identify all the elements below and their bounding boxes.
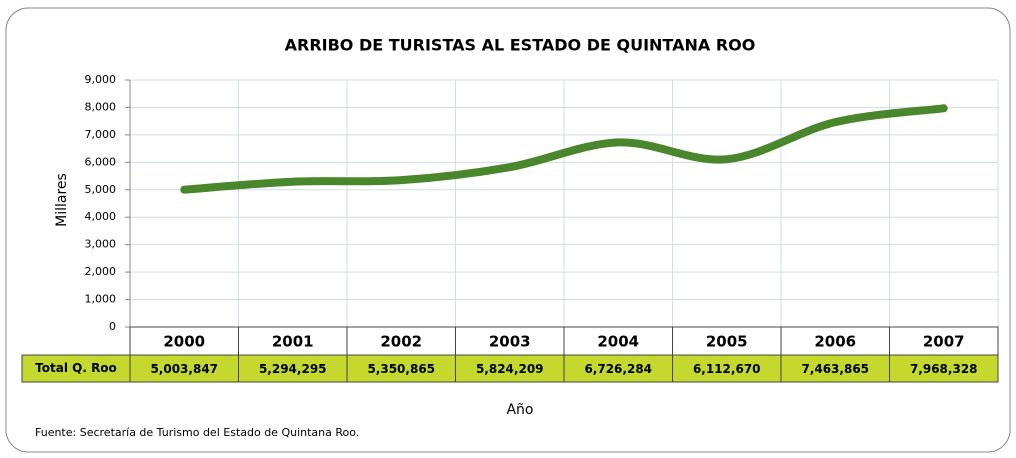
x-tick-label: 2006	[814, 333, 856, 351]
x-tick-label: 2002	[380, 333, 422, 351]
value-cell	[780, 354, 890, 383]
x-tick-label: 2005	[706, 333, 748, 351]
value-cell	[563, 354, 673, 383]
value-label: 6,112,670	[693, 362, 761, 376]
value-cell	[238, 354, 348, 383]
value-cell	[346, 354, 456, 383]
x-tick-label: 2001	[272, 333, 314, 351]
value-label: 5,294,295	[259, 362, 327, 376]
value-cell	[672, 354, 782, 383]
value-cell	[455, 354, 565, 383]
x-axis-label: Año	[506, 402, 533, 418]
y-tick-label: 6,000	[85, 155, 117, 168]
value-label: 7,463,865	[801, 362, 869, 376]
header-cell	[455, 326, 565, 356]
value-cell	[129, 354, 239, 383]
header-cell	[563, 326, 673, 356]
row-label: Total Q. Roo	[35, 361, 117, 375]
value-label: 5,003,847	[150, 362, 218, 376]
y-tick-label: 0	[109, 320, 116, 333]
header-cell	[672, 326, 782, 356]
x-tick-label: 2007	[923, 333, 965, 351]
x-tick-label: 2000	[163, 333, 205, 351]
y-tick-label: 9,000	[85, 73, 117, 86]
y-tick-label: 1,000	[85, 293, 117, 306]
x-tick-label: 2003	[489, 333, 531, 351]
chart-title: ARRIBO DE TURISTAS AL ESTADO DE QUINTANA…	[285, 36, 756, 55]
y-tick-label: 3,000	[85, 238, 117, 251]
header-cell	[346, 326, 456, 356]
y-tick-label: 2,000	[85, 265, 117, 278]
value-label: 7,968,328	[910, 362, 978, 376]
value-label: 5,824,209	[476, 362, 544, 376]
y-tick-label: 4,000	[85, 210, 117, 223]
y-tick-label: 5,000	[85, 183, 117, 196]
header-cell	[129, 326, 239, 356]
frame	[5, 7, 1011, 453]
header-cell	[889, 326, 999, 356]
header-cell	[238, 326, 348, 356]
y-axis-label: Millares	[54, 173, 70, 227]
line-series	[180, 104, 948, 194]
value-label: 5,350,865	[367, 362, 435, 376]
x-tick-label: 2004	[597, 333, 639, 351]
y-tick-label: 8,000	[85, 100, 117, 113]
value-cell	[889, 354, 999, 383]
y-tick-label: 7,000	[85, 128, 117, 141]
value-label: 6,726,284	[584, 362, 652, 376]
source-note: Fuente: Secretaría de Turismo del Estado…	[35, 426, 359, 439]
